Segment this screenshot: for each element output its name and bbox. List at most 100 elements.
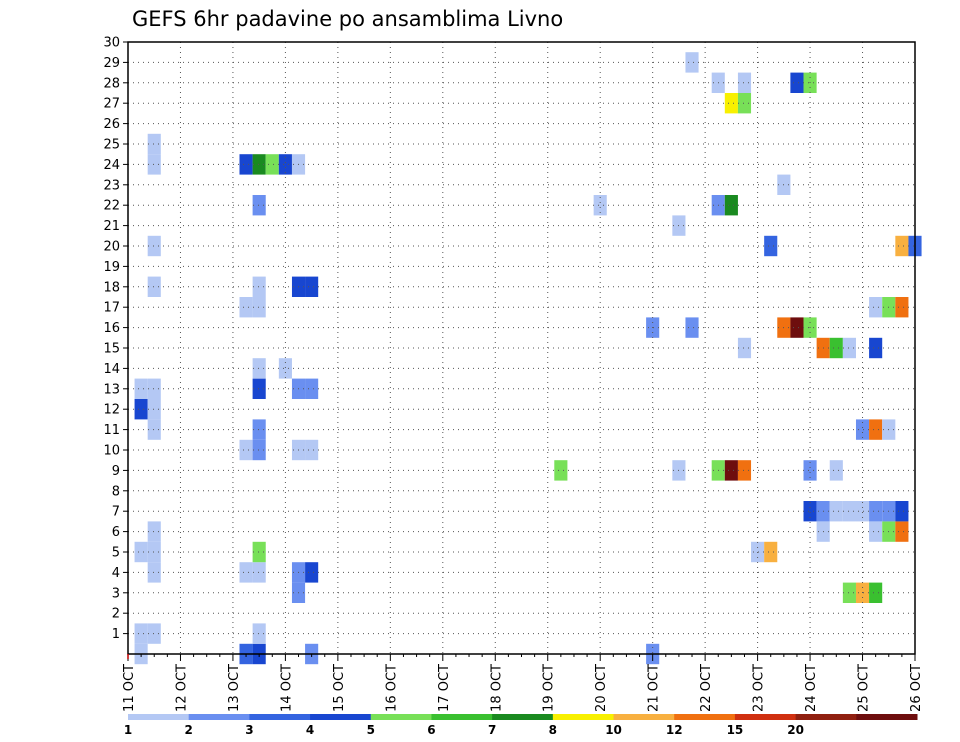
heatmap-cell	[147, 419, 161, 440]
y-tick-label: 13	[103, 382, 120, 397]
heatmap-cell	[134, 541, 148, 563]
heatmap-cell	[685, 317, 699, 338]
heatmap-cells	[134, 52, 922, 665]
heatmap-cell	[842, 501, 856, 522]
heatmap-cell	[724, 460, 738, 481]
legend-label: 6	[427, 723, 435, 737]
y-tick-label: 8	[112, 484, 120, 499]
x-tick-label: 20 OCT	[594, 664, 609, 712]
y-tick-label: 2	[112, 607, 120, 622]
heatmap-cell	[829, 460, 843, 481]
y-tick-label: 20	[103, 240, 120, 255]
y-tick-label: 23	[103, 178, 120, 193]
x-tick-label: 25 OCT	[857, 664, 872, 712]
legend-swatch	[370, 714, 432, 720]
heatmap-cell	[147, 378, 161, 399]
y-tick-label: 3	[112, 586, 120, 601]
legend-swatch	[128, 714, 190, 720]
heatmap-cell	[252, 541, 266, 563]
y-tick-label: 14	[103, 362, 120, 377]
heatmap-cell	[278, 358, 292, 379]
y-tick-label: 21	[103, 219, 120, 234]
heatmap-cell	[305, 378, 319, 399]
legend-label: 3	[245, 723, 253, 737]
heatmap-cell	[842, 337, 856, 359]
x-tick-label: 14 OCT	[279, 664, 294, 712]
heatmap-cell	[737, 337, 752, 359]
heatmap-cell	[252, 154, 266, 175]
heatmap-cell	[134, 399, 148, 420]
heatmap-cell	[252, 297, 266, 318]
color-legend: 1 2 3 4 5 6 7 8 10 12 15 20	[124, 714, 918, 737]
x-tick-label: 24 OCT	[804, 664, 819, 712]
x-tick-label: 16 OCT	[384, 664, 399, 712]
heatmap-cell	[252, 358, 266, 379]
heatmap-cell	[855, 419, 870, 440]
x-tick-label: 23 OCT	[752, 664, 767, 712]
y-tick-label: 10	[103, 444, 120, 459]
heatmap-cell	[790, 72, 804, 93]
heatmap-cell	[147, 562, 161, 583]
legend-label: 5	[367, 723, 375, 737]
x-tick-label: 22 OCT	[699, 664, 714, 712]
heatmap-cell	[554, 460, 568, 481]
y-tick-label: 7	[112, 505, 120, 520]
heatmap-cell	[252, 562, 266, 583]
y-tick-label: 4	[112, 566, 120, 581]
heatmap-cell	[895, 297, 909, 318]
heatmap-cell	[724, 93, 738, 114]
y-tick-label: 11	[103, 423, 120, 438]
heatmap-cell	[869, 419, 883, 440]
y-tick-label: 5	[112, 546, 120, 561]
y-tick-label: 17	[103, 301, 120, 316]
heatmap-cell	[869, 501, 883, 522]
heatmap-cell	[239, 297, 253, 318]
heatmap-cell	[895, 235, 909, 257]
y-tick-label: 19	[103, 260, 120, 275]
heatmap-cell	[764, 235, 778, 257]
heatmap-cell	[790, 317, 804, 338]
heatmap-cell	[239, 439, 253, 461]
heatmap-cell	[593, 195, 607, 216]
y-tick-label: 15	[103, 342, 120, 357]
heatmap-cell	[147, 541, 161, 563]
chart-title: GEFS 6hr padavine po ansamblima Livno	[132, 7, 563, 31]
y-tick-label: 1	[112, 627, 120, 642]
heatmap-cell	[239, 562, 253, 583]
y-axis-ticks: 1234567891011121314151617181920212223242…	[103, 36, 128, 642]
heatmap-cell	[803, 460, 817, 481]
heatmap-cell	[803, 501, 817, 522]
heatmap-cell	[239, 154, 253, 175]
legend-swatch	[674, 714, 736, 720]
heatmap-cell	[147, 399, 161, 420]
x-tick-label: 18 OCT	[489, 664, 504, 712]
y-tick-label: 12	[103, 403, 120, 418]
heatmap-cell	[252, 195, 266, 216]
heatmap-cell	[895, 521, 909, 542]
y-tick-label: 22	[103, 199, 120, 214]
x-axis-ticks: 11 OCT 12 OCT 13 OCT 14 OCT 15 OCT 16 OCT 17 O…	[122, 654, 924, 712]
y-tick-label: 16	[103, 321, 120, 336]
legend-swatch	[310, 714, 372, 720]
x-tick-label: 19 OCT	[542, 664, 557, 712]
heatmap-cell	[134, 623, 148, 644]
heatmap-cell	[829, 337, 843, 359]
legend-swatch	[249, 714, 311, 720]
heatmap-cell	[252, 419, 266, 440]
x-tick-label: 21 OCT	[647, 664, 662, 712]
heatmap-cell	[252, 276, 266, 297]
heatmap-cell	[869, 337, 883, 359]
heatmap-cell	[829, 501, 843, 522]
heatmap-cell	[265, 154, 279, 175]
y-tick-label: 24	[103, 158, 120, 173]
legend-label: 15	[727, 723, 744, 737]
legend-swatch	[856, 714, 918, 720]
heatmap-cell	[764, 541, 778, 563]
heatmap-cell	[869, 582, 883, 603]
heatmap-cell	[737, 72, 752, 93]
heatmap-cell	[737, 93, 752, 114]
y-tick-label: 6	[112, 525, 120, 540]
heatmap-cell	[869, 521, 883, 542]
heatmap-cell	[252, 378, 266, 399]
